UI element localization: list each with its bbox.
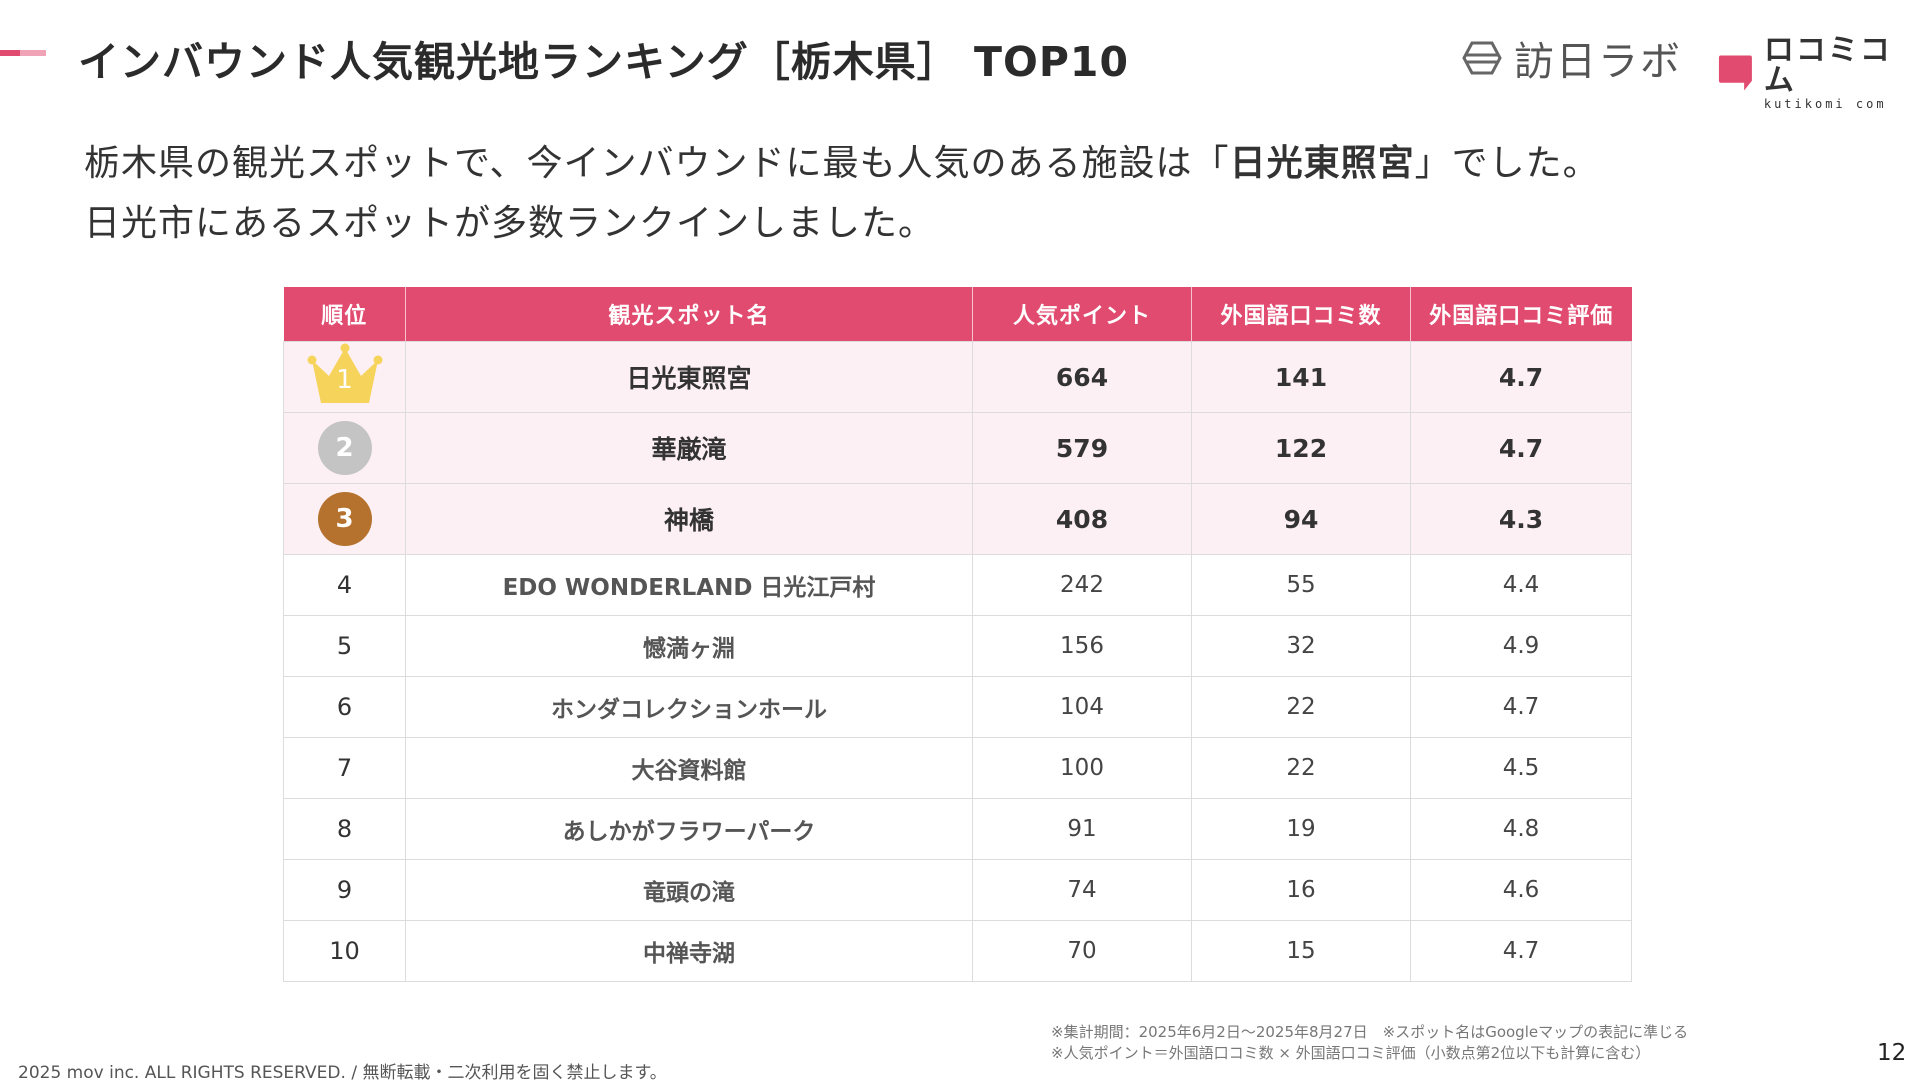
header-popularity-points: 人気ポイント xyxy=(972,287,1192,342)
review-count: 19 xyxy=(1191,798,1411,860)
table-row: 4 EDO WONDERLAND 日光江戸村 242 55 4.4 xyxy=(283,554,1632,616)
spot-name: 中禅寺湖 xyxy=(405,920,973,982)
review-count: 16 xyxy=(1191,859,1411,921)
header-spot-name: 観光スポット名 xyxy=(405,287,973,342)
header-review-rating: 外国語口コミ評価 xyxy=(1410,287,1632,342)
rank-number: 7 xyxy=(283,737,406,799)
popularity-points: 156 xyxy=(972,615,1192,677)
houjin-lab-logo: 訪日ラボ xyxy=(1462,33,1682,85)
rank-number: 4 xyxy=(283,554,406,616)
lead-line-2: 日光市にあるスポットが多数ランクインしました。 xyxy=(84,203,936,244)
popularity-points: 70 xyxy=(972,920,1192,982)
rank-cell: 3 xyxy=(283,483,406,555)
table-row: 3 神橋 408 94 4.3 xyxy=(283,483,1632,555)
kuchikomi-logo-subtext: kutikomi com xyxy=(1763,97,1887,111)
spot-name: EDO WONDERLAND 日光江戸村 xyxy=(405,554,973,616)
review-count: 122 xyxy=(1191,412,1411,484)
kuchikomi-logo-icon xyxy=(1718,55,1752,91)
lead-line-1: 栃木県の観光スポットで、今インバウンドに最も人気のある施設は「日光東照宮」でした… xyxy=(84,134,1600,194)
rank-number: 5 xyxy=(283,615,406,677)
lead-line-1-before: 栃木県の観光スポットで、今インバウンドに最も人気のある施設は「 xyxy=(84,143,1230,184)
kuchikomi-logo-text: ロコミコム xyxy=(1763,33,1892,98)
review-rating: 4.7 xyxy=(1410,341,1632,413)
review-count: 55 xyxy=(1191,554,1411,616)
review-rating: 4.7 xyxy=(1410,920,1632,982)
copyright-text: 2025 mov inc. ALL RIGHTS RESERVED. / 無断転… xyxy=(18,1063,667,1083)
footnote-line-1: ※集計期間：2025年6月2日〜2025年8月27日 ※スポット名はGoogle… xyxy=(1051,1023,1689,1041)
spot-name: 竜頭の滝 xyxy=(405,859,973,921)
spot-name: 日光東照宮 xyxy=(405,341,973,413)
review-count: 32 xyxy=(1191,615,1411,677)
popularity-points: 408 xyxy=(972,483,1192,555)
popularity-points: 104 xyxy=(972,676,1192,738)
spot-name: 大谷資料館 xyxy=(405,737,973,799)
popularity-points: 74 xyxy=(972,859,1192,921)
ranking-table: 順位 観光スポット名 人気ポイント 外国語口コミ数 外国語口コミ評価 1 日 xyxy=(283,287,1632,982)
lead-text: 栃木県の観光スポットで、今インバウンドに最も人気のある施設は「日光東照宮」でした… xyxy=(84,134,1600,254)
review-rating: 4.3 xyxy=(1410,483,1632,555)
page-number: 12 xyxy=(1877,1040,1907,1066)
review-rating: 4.4 xyxy=(1410,554,1632,616)
popularity-points: 242 xyxy=(972,554,1192,616)
lead-line-1-after: 」でした。 xyxy=(1414,143,1600,184)
review-rating: 4.7 xyxy=(1410,676,1632,738)
review-count: 141 xyxy=(1191,341,1411,413)
kuchikomi-logo: ロコミコム kutikomi com xyxy=(1717,36,1919,110)
review-count: 22 xyxy=(1191,676,1411,738)
table-header-row: 順位 観光スポット名 人気ポイント 外国語口コミ数 外国語口コミ評価 xyxy=(283,287,1632,342)
spot-name: 華厳滝 xyxy=(405,412,973,484)
rank-number: 10 xyxy=(283,920,406,982)
popularity-points: 91 xyxy=(972,798,1192,860)
rank-number: 6 xyxy=(283,676,406,738)
spot-name: 神橋 xyxy=(405,483,973,555)
popularity-points: 664 xyxy=(972,341,1192,413)
review-rating: 4.6 xyxy=(1410,859,1632,921)
review-rating: 4.8 xyxy=(1410,798,1632,860)
spot-name: ホンダコレクションホール xyxy=(405,676,973,738)
bronze-medal-icon: 3 xyxy=(317,492,372,546)
crown-icon: 1 xyxy=(305,343,385,405)
rank-number: 9 xyxy=(283,859,406,921)
footnotes: ※集計期間：2025年6月2日〜2025年8月27日 ※スポット名はGoogle… xyxy=(1051,1022,1688,1064)
rank-cell: 1 xyxy=(283,341,406,413)
lead-highlight: 日光東照宮 xyxy=(1229,143,1415,184)
popularity-points: 579 xyxy=(972,412,1192,484)
spot-name: 憾満ヶ淵 xyxy=(405,615,973,677)
header-rank: 順位 xyxy=(283,287,406,342)
rank-number: 8 xyxy=(283,798,406,860)
title-accent-bar xyxy=(0,50,46,56)
review-count: 15 xyxy=(1191,920,1411,982)
review-rating: 4.9 xyxy=(1410,615,1632,677)
table-row: 5 憾満ヶ淵 156 32 4.9 xyxy=(283,615,1632,677)
silver-medal-icon: 2 xyxy=(317,421,372,475)
review-rating: 4.7 xyxy=(1410,412,1632,484)
table-row: 1 日光東照宮 664 141 4.7 xyxy=(283,341,1632,413)
header-review-count: 外国語口コミ数 xyxy=(1191,287,1411,342)
table-row: 8 あしかがフラワーパーク 91 19 4.8 xyxy=(283,798,1632,860)
popularity-points: 100 xyxy=(972,737,1192,799)
review-count: 22 xyxy=(1191,737,1411,799)
table-row: 10 中禅寺湖 70 15 4.7 xyxy=(283,920,1632,982)
rank-number: 1 xyxy=(336,365,353,395)
houjin-lab-logo-icon xyxy=(1462,41,1502,75)
spot-name: あしかがフラワーパーク xyxy=(405,798,973,860)
rank-cell: 2 xyxy=(283,412,406,484)
table-row: 2 華厳滝 579 122 4.7 xyxy=(283,412,1632,484)
review-count: 94 xyxy=(1191,483,1411,555)
page-title: インバウンド人気観光地ランキング［栃木県］ TOP10 xyxy=(78,38,1129,86)
houjin-lab-logo-text: 訪日ラボ xyxy=(1514,39,1682,85)
table-row: 7 大谷資料館 100 22 4.5 xyxy=(283,737,1632,799)
footnote-line-2: ※人気ポイント＝外国語口コミ数 × 外国語口コミ評価（小数点第2位以下も計算に含… xyxy=(1051,1044,1651,1062)
review-rating: 4.5 xyxy=(1410,737,1632,799)
table-row: 9 竜頭の滝 74 16 4.6 xyxy=(283,859,1632,921)
table-row: 6 ホンダコレクションホール 104 22 4.7 xyxy=(283,676,1632,738)
